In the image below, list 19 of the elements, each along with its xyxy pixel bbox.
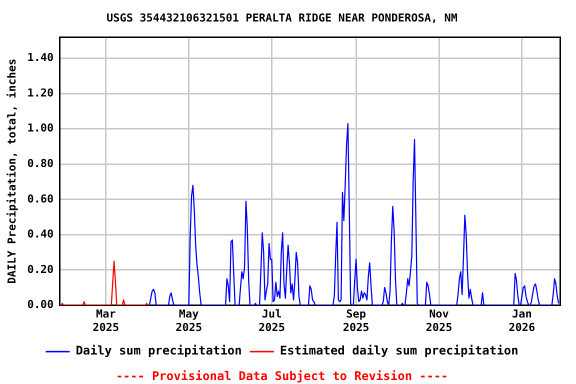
y-tick-label: 0.00 [27,298,54,312]
y-tick-label: 1.20 [27,86,54,100]
x-tick-label: Nov 2025 [426,308,452,334]
y-tick-label: 0.60 [27,192,54,206]
x-tick-label: Sep 2025 [342,308,370,334]
x-tick-label: Jan 2026 [508,308,536,334]
y-tick-label: 0.20 [27,262,54,276]
x-tick-label: Jul 2025 [258,308,286,334]
y-tick-label: 1.40 [27,51,54,64]
y-tick-label: 0.80 [27,157,54,170]
chart-title: USGS 354432106321501 PERALTA RIDGE NEAR PONDEROSA, NM [106,11,458,24]
y-tick-label: 0.40 [27,228,54,241]
x-tick-label: May 2025 [176,308,202,334]
text: ---- Provisional Data Subject to Revision ---- [116,368,448,383]
y-axis-title: DAILY Precipitation, total, inches [5,58,18,284]
legend-label: Daily sum precipitation [76,344,242,358]
legend-label: Estimated daily sum precipitation [280,344,518,358]
y-tick-label: 1.00 [27,122,54,135]
x-tick-label: Mar 2025 [92,308,120,334]
